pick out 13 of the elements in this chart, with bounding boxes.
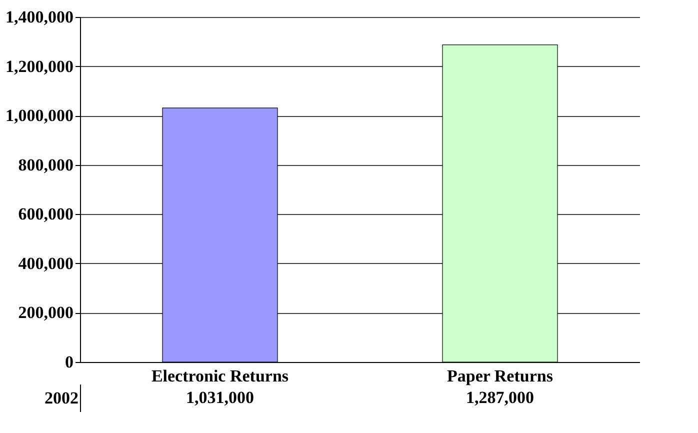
y-tick-label: 600,000	[18, 204, 74, 224]
y-tick-label: 1,200,000	[6, 56, 74, 76]
x-tick-label: Electronic Returns	[151, 366, 289, 386]
x-tick-label: Paper Returns	[447, 366, 554, 386]
y-tick-label: 200,000	[18, 303, 74, 322]
data-label: 1,031,000	[186, 388, 254, 407]
legend-label: 2002	[44, 388, 78, 408]
y-tick-label: 1,000,000	[6, 106, 74, 126]
y-tick-label: 1,400,000	[6, 8, 74, 26]
data-label: 1,287,000	[466, 388, 534, 407]
y-tick-label: 800,000	[18, 155, 74, 174]
y-tick-label: 0	[65, 352, 74, 372]
y-tick-label: 400,000	[18, 254, 74, 273]
